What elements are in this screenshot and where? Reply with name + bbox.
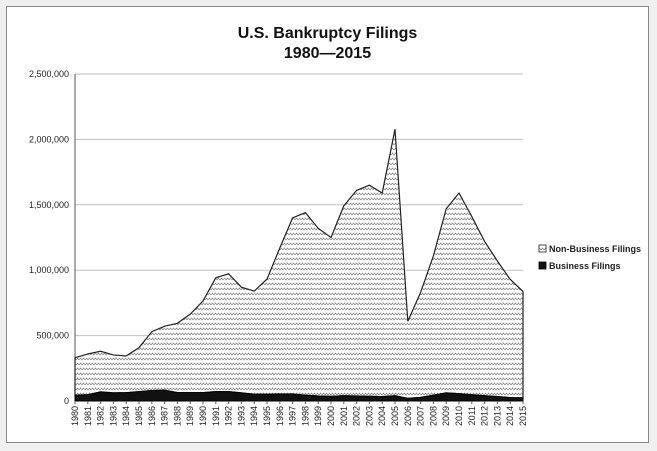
x-tick-label: 2003 (364, 406, 374, 426)
chart-frame: U.S. Bankruptcy Filings 1980—2015 0 500,0… (6, 6, 649, 443)
y-tick-label: 2,500,000 (29, 69, 69, 79)
x-tick-label: 2000 (326, 406, 336, 426)
x-tick-label: 2009 (441, 406, 451, 426)
chart-subtitle: 1980—2015 (283, 45, 372, 62)
x-tick-label: 2013 (492, 406, 502, 426)
x-tick-label: 2014 (505, 406, 515, 426)
series-area-non-business-filings (74, 129, 524, 399)
x-tick-label: 1988 (172, 406, 182, 426)
x-tick-label: 1980 (70, 406, 80, 426)
x-tick-label: 1993 (236, 406, 246, 426)
x-tick-label: 1992 (224, 406, 234, 426)
legend-label-non-business-filings: Non-Business Filings (549, 244, 641, 254)
x-tick-label: 1996 (275, 406, 285, 426)
y-tick-label: 1,000,000 (29, 265, 69, 275)
y-tick-label: 1,500,000 (29, 200, 69, 210)
x-tick-label: 1987 (160, 406, 170, 426)
x-tick-label: 2015 (518, 406, 528, 426)
area-chart: 0 500,000 1,000,000 1,500,000 2,000,000 2,500… (29, 69, 641, 426)
x-tick-label: 1997 (288, 406, 298, 426)
x-tick-label: 1990 (198, 406, 208, 426)
x-tick-label: 1991 (211, 406, 221, 426)
x-tick-label: 1985 (134, 406, 144, 426)
x-tick-label: 1984 (121, 406, 131, 426)
y-tick-label: 2,000,000 (29, 134, 69, 144)
legend-label-business-filings: Business Filings (549, 261, 621, 271)
legend-swatch-non-business-filings (538, 244, 547, 253)
x-tick-label: 2010 (454, 406, 464, 426)
x-tick-label: 2012 (480, 406, 490, 426)
x-tick-label: 2007 (416, 406, 426, 426)
x-tick-label: 1983 (108, 406, 118, 426)
x-tick-label: 2011 (467, 406, 477, 425)
x-tick-label: 1995 (262, 406, 272, 426)
y-tick-label: 0 (64, 396, 69, 406)
x-tick-label: 2006 (403, 406, 413, 426)
series-area-business-filings (74, 389, 524, 402)
chart-title: U.S. Bankruptcy Filings (237, 25, 418, 42)
x-tick-label: 2005 (390, 406, 400, 426)
legend-swatch-business-filings (538, 261, 547, 270)
x-tick-label: 1994 (249, 406, 259, 426)
x-tick-label: 2001 (339, 406, 349, 426)
y-tick-label: 500,000 (36, 331, 69, 341)
x-tick-label: 1999 (313, 406, 323, 426)
x-tick-label: 1998 (300, 406, 310, 426)
x-tick-label: 1981 (83, 406, 93, 426)
x-tick-label: 1989 (185, 406, 195, 426)
x-tick-label: 2004 (377, 406, 387, 426)
x-tick-label: 2002 (352, 406, 362, 426)
x-tick-label: 1986 (147, 406, 157, 426)
x-tick-label: 1982 (96, 406, 106, 426)
x-tick-label: 2008 (428, 406, 438, 426)
